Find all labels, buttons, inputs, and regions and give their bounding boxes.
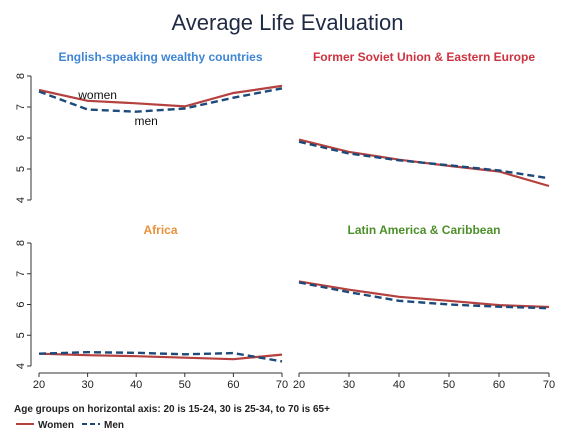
- chart-title: Average Life Evaluation: [171, 10, 404, 35]
- x-tick-label: 60: [493, 379, 505, 391]
- men-series-line: [298, 281, 550, 310]
- x-tick-label: 40: [130, 379, 142, 391]
- axis-note: Age groups on horizontal axis: 20 is 15-…: [14, 404, 330, 415]
- panel-title: Africa: [143, 223, 177, 237]
- x-tick-label: 30: [343, 379, 355, 391]
- y-tick-label: 5: [15, 166, 27, 172]
- panel-title: Former Soviet Union & Eastern Europe: [313, 50, 535, 64]
- women-series-line: [38, 352, 283, 361]
- y-tick-label: 8: [15, 73, 27, 79]
- y-tick-label: 5: [15, 332, 27, 338]
- panel-title: Latin America & Caribbean: [348, 223, 501, 237]
- x-tick-label: 20: [293, 379, 305, 391]
- panel-background: [291, 50, 568, 220]
- panel-2: Former Soviet Union & Eastern Europe: [291, 50, 568, 220]
- men-series-line: [298, 140, 550, 180]
- y-tick-label: 4: [15, 363, 27, 369]
- women-series-line: [298, 280, 550, 309]
- series-annotation: men: [135, 114, 158, 128]
- legend: Women Men: [16, 420, 124, 431]
- panel-title: English-speaking wealthy countries: [58, 50, 262, 64]
- x-tick-label: 20: [33, 379, 45, 391]
- panel-background: [31, 50, 298, 220]
- x-tick-label: 70: [276, 379, 288, 391]
- y-tick-label: 8: [15, 240, 27, 246]
- panel-1: English-speaking wealthy countries 4 5 6 7 8 w…: [15, 50, 298, 220]
- legend-label-women: Women: [38, 420, 74, 431]
- panel-3: Africa 4 5 6 7 8 20 30 40 50 60 70: [15, 223, 298, 391]
- y-tick-label: 7: [15, 104, 27, 110]
- x-tick-label: 30: [81, 379, 93, 391]
- panel-background: [31, 223, 298, 385]
- legend-label-men: Men: [104, 420, 124, 431]
- y-tick-label: 6: [15, 301, 27, 307]
- men-series-line: [38, 87, 283, 113]
- y-tick-label: 7: [15, 271, 27, 277]
- series-annotation: women: [77, 88, 117, 102]
- panel-4: Latin America & Caribbean 20 30 40 50 60 70: [291, 223, 568, 391]
- y-tick-label: 6: [15, 135, 27, 141]
- women-series-line: [38, 84, 283, 108]
- men-series-line: [38, 350, 283, 363]
- x-tick-label: 40: [393, 379, 405, 391]
- x-tick-label: 50: [179, 379, 191, 391]
- x-tick-label: 70: [543, 379, 555, 391]
- y-tick-label: 4: [15, 197, 27, 203]
- x-tick-label: 60: [227, 379, 239, 391]
- x-tick-label: 50: [443, 379, 455, 391]
